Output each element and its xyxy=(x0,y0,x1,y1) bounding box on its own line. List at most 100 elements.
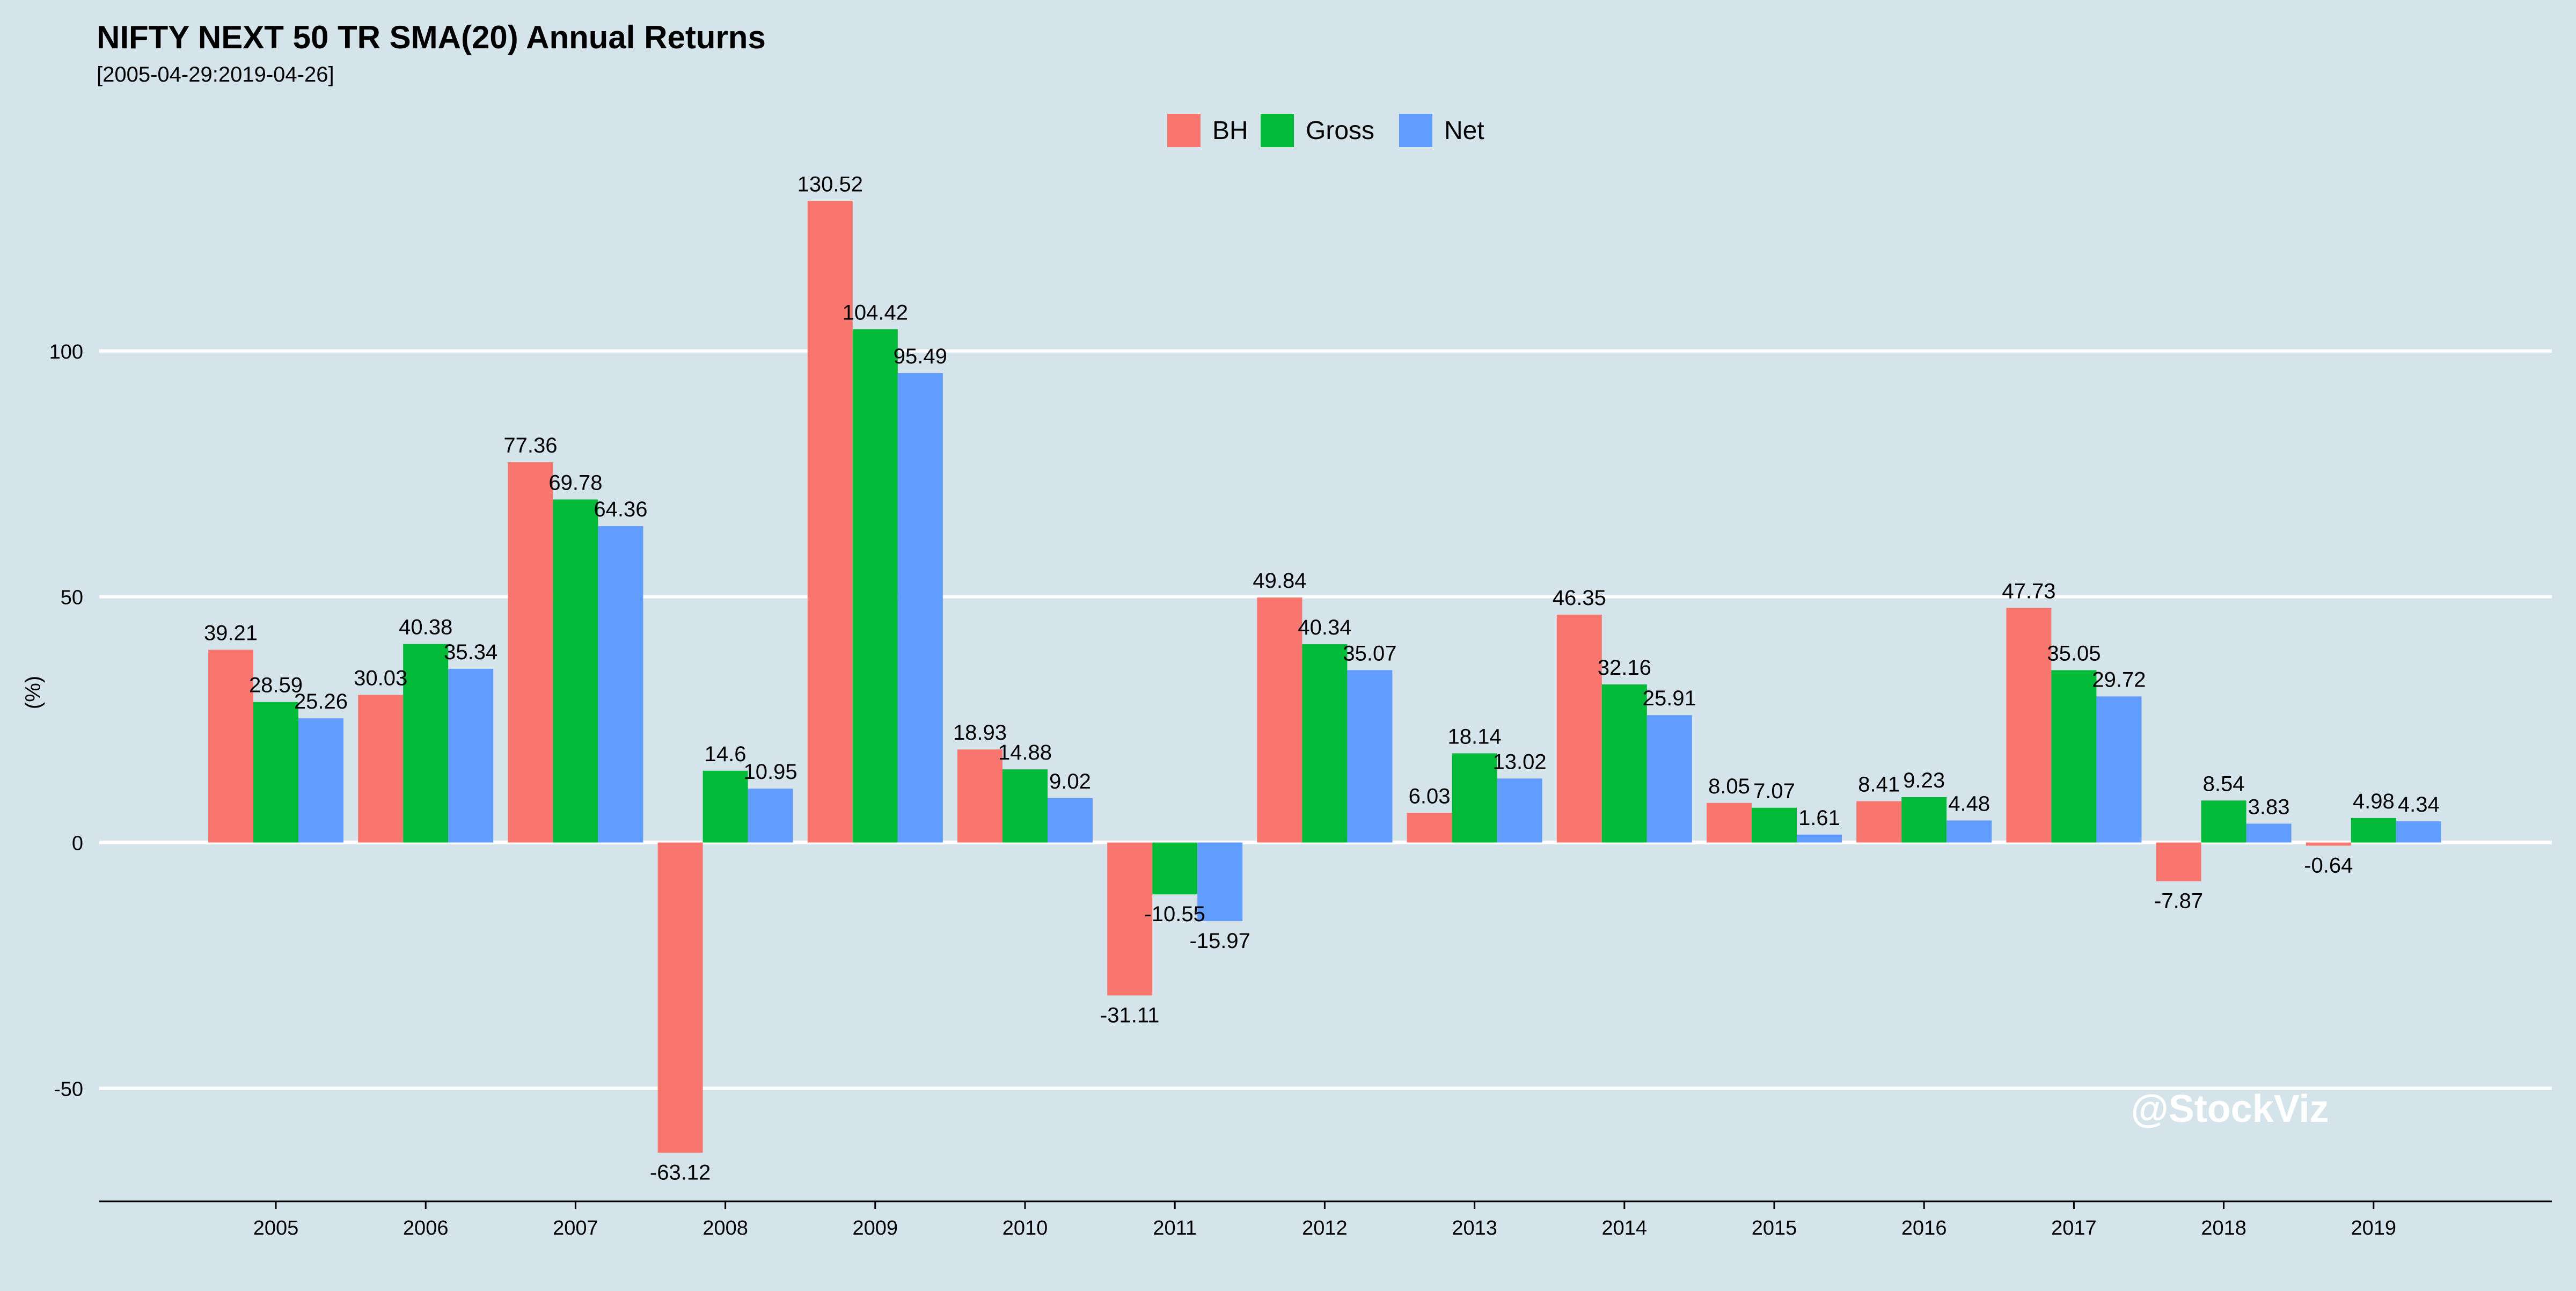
data-label: -15.97 xyxy=(1189,929,1250,953)
data-label: 3.83 xyxy=(2248,795,2290,819)
bar-bh xyxy=(2156,842,2201,881)
bar-gross xyxy=(253,702,298,843)
data-label: -0.64 xyxy=(2304,854,2353,877)
legend-label-gross: Gross xyxy=(1306,116,1374,145)
data-label: 8.05 xyxy=(1708,775,1750,798)
x-tick-label: 2014 xyxy=(1602,1217,1648,1239)
bar-gross xyxy=(2351,818,2396,843)
bar-net xyxy=(897,373,943,843)
x-tick-label: 2009 xyxy=(853,1217,898,1239)
chart-subtitle: [2005-04-29:2019-04-26] xyxy=(97,63,334,86)
data-label: 13.02 xyxy=(1493,750,1547,774)
data-label: 104.42 xyxy=(843,301,908,324)
y-axis-label: (%) xyxy=(21,676,45,709)
bar-bh xyxy=(1856,801,1902,843)
bar-bh xyxy=(2006,608,2052,843)
bar-gross xyxy=(1601,684,1647,843)
legend-swatch-bh xyxy=(1167,114,1201,147)
data-label: -7.87 xyxy=(2154,889,2203,913)
data-label: 40.38 xyxy=(399,616,452,639)
x-tick-label: 2018 xyxy=(2201,1217,2246,1239)
data-label: 35.34 xyxy=(444,640,497,664)
x-tick-label: 2010 xyxy=(1002,1217,1048,1239)
bar-bh xyxy=(1707,803,1752,843)
bar-net xyxy=(1048,798,1093,843)
data-label: -10.55 xyxy=(1144,902,1205,926)
data-label: 8.54 xyxy=(2203,772,2245,796)
bars xyxy=(208,201,2441,1153)
data-label: 7.07 xyxy=(1753,779,1795,803)
legend-swatch-net xyxy=(1399,114,1432,147)
bar-net xyxy=(2246,823,2292,843)
bar-bh xyxy=(1257,597,1302,843)
bar-net xyxy=(2096,696,2142,843)
bar-bh xyxy=(1407,813,1452,843)
data-label: 49.84 xyxy=(1253,569,1306,593)
bar-gross xyxy=(1752,807,1797,843)
data-label: 4.48 xyxy=(1948,792,1990,815)
bar-bh xyxy=(358,695,404,843)
axes: -50 0 50 100 2005 2006 2007 2008 2009 2010 2011 201… xyxy=(49,341,2552,1239)
bar-net xyxy=(1347,670,1393,843)
data-label: 10.95 xyxy=(744,760,797,784)
bar-net xyxy=(1797,834,1842,843)
bar-gross xyxy=(1152,842,1198,895)
x-tick-label: 2007 xyxy=(553,1217,598,1239)
data-label: 25.91 xyxy=(1643,687,1696,710)
data-label: 9.02 xyxy=(1049,770,1091,793)
x-tick-label: 2005 xyxy=(253,1217,299,1239)
bar-bh xyxy=(657,842,703,1153)
bar-net xyxy=(448,668,494,843)
y-tick-label: 0 xyxy=(72,833,83,855)
x-tick-label: 2012 xyxy=(1302,1217,1348,1239)
data-label: 14.6 xyxy=(705,742,747,766)
bar-gross xyxy=(1002,769,1048,843)
x-tick-label: 2008 xyxy=(702,1217,748,1239)
data-label: 39.21 xyxy=(204,621,258,645)
data-label: 14.88 xyxy=(998,741,1052,764)
x-tick-label: 2016 xyxy=(1901,1217,1947,1239)
chart-title: NIFTY NEXT 50 TR SMA(20) Annual Returns xyxy=(97,19,766,55)
bar-bh xyxy=(2306,842,2351,846)
bar-net xyxy=(1197,842,1243,921)
data-label: 9.23 xyxy=(1903,769,1945,792)
bar-bh xyxy=(508,462,553,843)
bar-bh xyxy=(208,650,253,843)
bar-net xyxy=(598,526,643,843)
data-label: 4.98 xyxy=(2353,790,2395,813)
data-label: -31.11 xyxy=(1100,1003,1159,1027)
bar-gross xyxy=(553,499,598,843)
bar-gross xyxy=(1901,797,1947,843)
x-tick-label: 2019 xyxy=(2351,1217,2397,1239)
data-label: 18.14 xyxy=(1448,725,1502,748)
data-label: 30.03 xyxy=(354,667,407,690)
x-tick-label: 2011 xyxy=(1153,1217,1197,1239)
bar-bh xyxy=(807,201,853,843)
watermark: @StockViz xyxy=(2131,1088,2329,1130)
x-tick-label: 2017 xyxy=(2051,1217,2097,1239)
bar-net xyxy=(2396,821,2441,843)
bar-gross xyxy=(1302,644,1348,843)
data-label: 77.36 xyxy=(503,434,557,457)
legend-label-bh: BH xyxy=(1212,116,1248,145)
bar-bh xyxy=(1556,615,1602,843)
data-label: 95.49 xyxy=(894,345,947,368)
y-tick-label: 50 xyxy=(61,587,83,609)
x-tick-label: 2013 xyxy=(1452,1217,1497,1239)
data-label: 4.34 xyxy=(2398,793,2440,816)
y-tick-label: -50 xyxy=(54,1078,83,1100)
bar-bh xyxy=(1107,842,1153,996)
legend-label-net: Net xyxy=(1444,116,1484,145)
bar-net xyxy=(1946,820,1992,843)
data-label: 29.72 xyxy=(2092,668,2146,691)
x-tick-label: 2015 xyxy=(1752,1217,1797,1239)
data-label: 1.61 xyxy=(1798,806,1840,830)
data-label: 28.59 xyxy=(249,674,303,697)
data-label: 64.36 xyxy=(594,498,647,521)
data-label: 6.03 xyxy=(1409,784,1451,808)
legend-swatch-gross xyxy=(1261,114,1294,147)
data-label: 130.52 xyxy=(797,172,863,196)
bar-net xyxy=(1497,778,1542,843)
bar-net xyxy=(298,718,343,843)
